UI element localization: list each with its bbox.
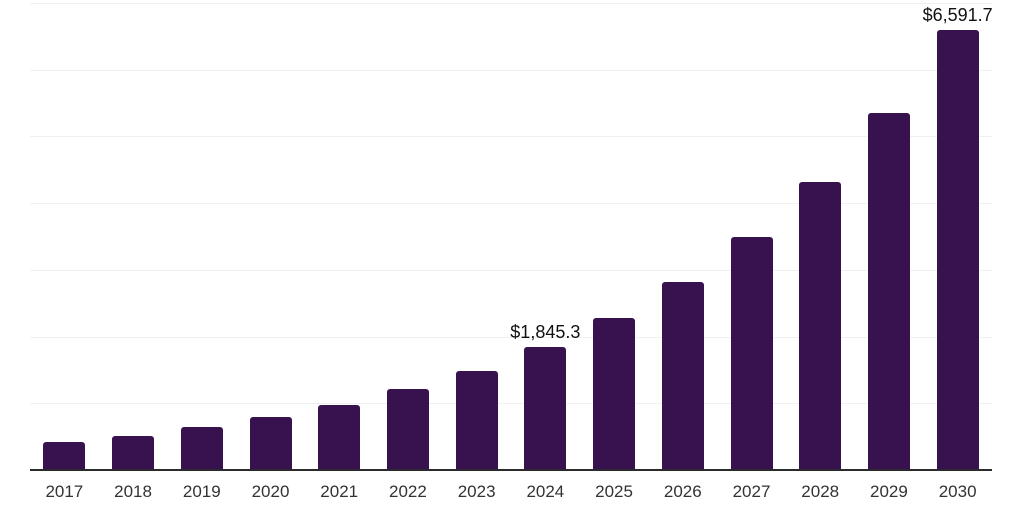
- bar-2017: [43, 441, 86, 470]
- bar-2022: [386, 389, 429, 470]
- gridline: [30, 336, 992, 338]
- bar-2020: [249, 417, 292, 470]
- x-tick-label-2025: 2025: [595, 482, 633, 501]
- x-tick-label-2018: 2018: [114, 482, 152, 501]
- bar-2028: [799, 182, 842, 470]
- x-tick-label-2029: 2029: [870, 482, 908, 501]
- x-tick-label-2022: 2022: [389, 482, 427, 501]
- gridline: [30, 203, 992, 205]
- bar-2027: [730, 237, 773, 470]
- x-tick-label-2019: 2019: [182, 482, 221, 501]
- bar-2023: [455, 370, 498, 470]
- gridline: [30, 136, 992, 138]
- gridline: [30, 269, 992, 271]
- x-tick-label-2027: 2027: [732, 482, 771, 501]
- bar-2021: [318, 404, 361, 470]
- bar-2018: [112, 435, 155, 470]
- bar-2030: [936, 30, 979, 470]
- bar-2019: [180, 427, 223, 470]
- x-tick-label-2028: 2028: [801, 482, 840, 501]
- x-tick-label-2030: 2030: [938, 482, 977, 501]
- bar-2029: [867, 113, 910, 470]
- x-tick-label-2024: 2024: [526, 482, 565, 501]
- x-tick-label-2017: 2017: [45, 482, 84, 501]
- x-tick-label-2023: 2023: [457, 482, 496, 501]
- data-label-2024: $1,845.3: [510, 321, 581, 342]
- gridline: [30, 403, 992, 405]
- x-tick-label-2026: 2026: [663, 482, 702, 501]
- bar-2024: [524, 346, 567, 470]
- x-tick-label-2020: 2020: [251, 482, 290, 501]
- gridline: [30, 3, 992, 4]
- gridline: [30, 69, 992, 71]
- bar-2025: [593, 317, 636, 470]
- x-tick-label-2021: 2021: [320, 482, 359, 501]
- data-label-2030: $6,591.7: [922, 5, 993, 26]
- bar-2026: [661, 281, 704, 470]
- x-axis-line: [30, 469, 992, 471]
